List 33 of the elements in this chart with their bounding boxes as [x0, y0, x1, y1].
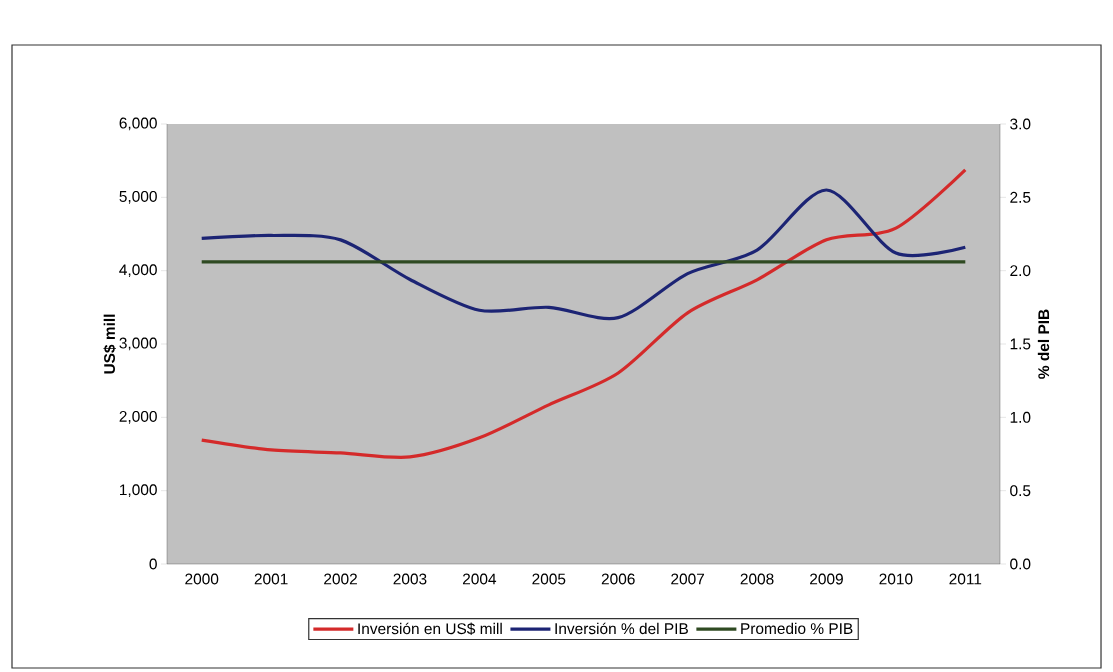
legend-label: Inversión % del PIB — [555, 622, 688, 635]
y-tick-label: 2,000 — [119, 410, 157, 424]
x-tick-label: 2005 — [532, 573, 566, 585]
x-tick-label: 2006 — [601, 573, 635, 585]
y2-tick-label: 1.0 — [1010, 411, 1031, 423]
y2-tick-label: 3.0 — [1010, 118, 1031, 130]
line-series — [200, 168, 967, 459]
y-tick-label: 3,000 — [119, 337, 157, 351]
legend-label: Promedio % PIB — [741, 622, 853, 635]
y-tick-label: 1,000 — [120, 484, 157, 498]
x-tick-label: 2009 — [810, 573, 843, 585]
x-tick-label: 2001 — [254, 573, 288, 585]
x-tick-label: 2003 — [393, 573, 427, 585]
x-tick-label: 2011 — [949, 573, 982, 585]
y-axis-title: US$ mill — [103, 314, 116, 374]
legend-label: Inversión en US$ mill — [358, 622, 502, 636]
y-tick-label: 6,000 — [119, 117, 157, 131]
x-tick-label: 2000 — [185, 573, 219, 585]
y-tick-label: 0 — [149, 558, 157, 570]
y2-tick-label: 0.0 — [1010, 558, 1031, 570]
y2-tick-label: 2.5 — [1010, 191, 1031, 203]
x-tick-label: 2010 — [879, 573, 913, 585]
x-tick-label: 2008 — [740, 573, 774, 585]
y-tick-label: 4,000 — [119, 264, 157, 278]
y2-tick-label: 0.5 — [1010, 485, 1031, 497]
x-tick-label: 2004 — [462, 573, 497, 585]
x-tick-label: 2002 — [324, 573, 357, 585]
y2-axis-title: % del PIB — [1037, 309, 1050, 379]
line-series — [200, 188, 967, 321]
y2-tick-label: 2.0 — [1010, 265, 1031, 277]
x-tick-label: 2007 — [671, 573, 705, 585]
y-tick-label: 5,000 — [119, 190, 157, 204]
y2-tick-label: 1.5 — [1010, 338, 1031, 350]
